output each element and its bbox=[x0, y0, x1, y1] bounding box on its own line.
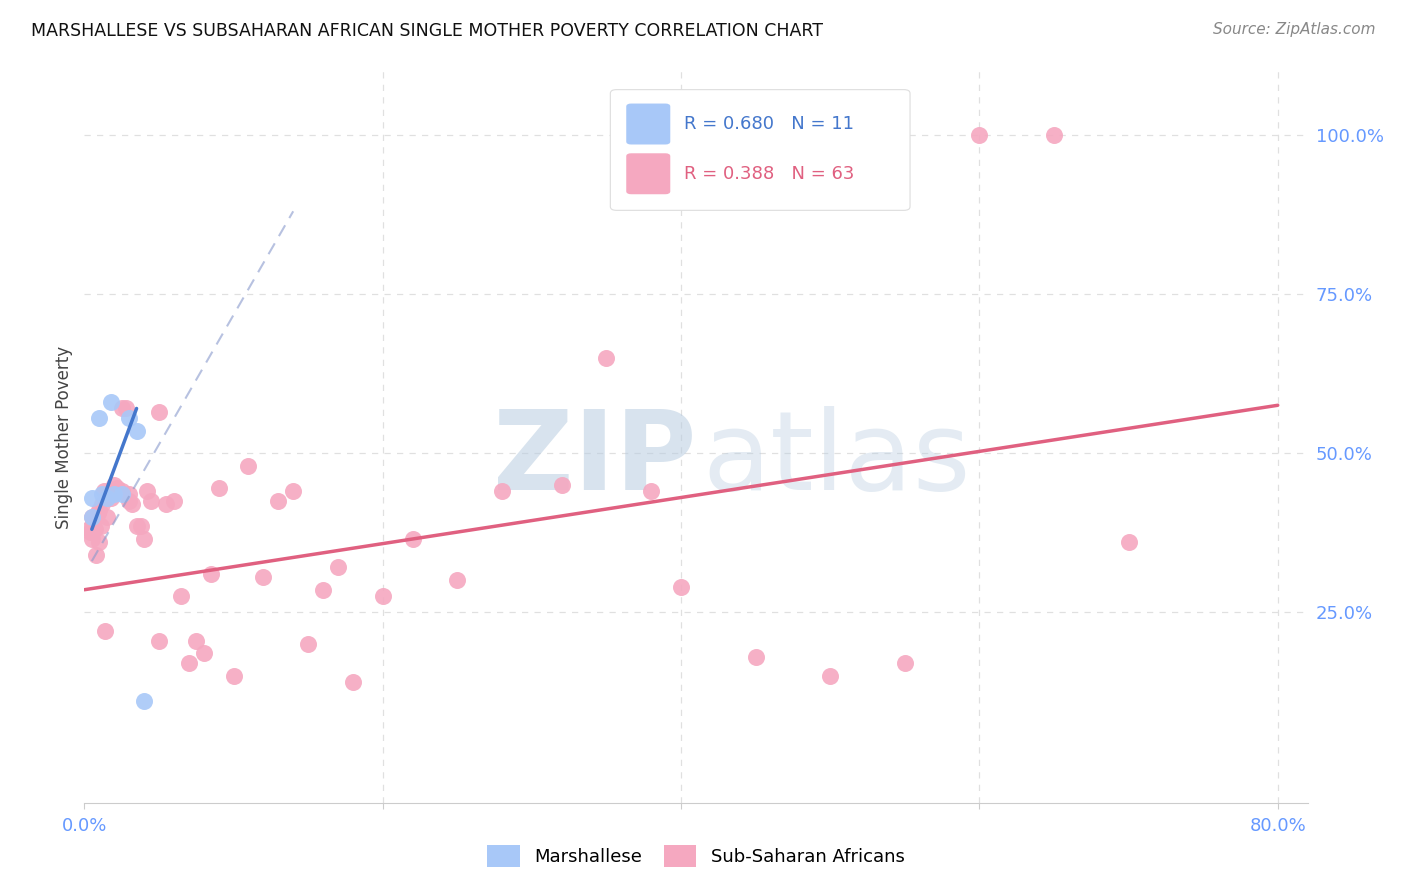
Text: MARSHALLESE VS SUBSAHARAN AFRICAN SINGLE MOTHER POVERTY CORRELATION CHART: MARSHALLESE VS SUBSAHARAN AFRICAN SINGLE… bbox=[31, 22, 823, 40]
Point bbox=[103, 487, 125, 501]
Point bbox=[100, 395, 122, 409]
Point bbox=[312, 582, 335, 597]
Point bbox=[84, 548, 107, 562]
Point bbox=[118, 487, 141, 501]
Point bbox=[200, 566, 222, 581]
Point bbox=[125, 424, 148, 438]
Point bbox=[96, 491, 118, 505]
Point bbox=[193, 646, 215, 660]
Point bbox=[90, 519, 112, 533]
Text: Source: ZipAtlas.com: Source: ZipAtlas.com bbox=[1212, 22, 1375, 37]
Point bbox=[79, 525, 101, 540]
Point bbox=[136, 484, 159, 499]
Point bbox=[91, 497, 114, 511]
Point bbox=[118, 493, 141, 508]
Point bbox=[125, 519, 148, 533]
FancyBboxPatch shape bbox=[626, 153, 671, 194]
Text: R = 0.388   N = 63: R = 0.388 N = 63 bbox=[683, 165, 853, 183]
Text: ZIP: ZIP bbox=[492, 406, 696, 513]
Point bbox=[894, 656, 917, 670]
Point bbox=[115, 401, 138, 416]
Point bbox=[969, 128, 991, 142]
Point bbox=[111, 401, 134, 416]
Point bbox=[141, 493, 163, 508]
Point bbox=[129, 519, 152, 533]
Point bbox=[177, 656, 200, 670]
Point bbox=[94, 624, 117, 638]
Point bbox=[238, 458, 260, 473]
Point bbox=[97, 487, 120, 501]
Point bbox=[80, 532, 103, 546]
Point bbox=[111, 484, 134, 499]
Y-axis label: Single Mother Poverty: Single Mother Poverty bbox=[55, 345, 73, 529]
Point bbox=[283, 484, 305, 499]
Point bbox=[267, 493, 290, 508]
Text: R = 0.680   N = 11: R = 0.680 N = 11 bbox=[683, 115, 853, 133]
Point bbox=[1043, 128, 1066, 142]
Point bbox=[326, 560, 349, 574]
FancyBboxPatch shape bbox=[610, 90, 910, 211]
Point bbox=[100, 491, 122, 505]
Point bbox=[105, 481, 128, 495]
Point bbox=[83, 522, 105, 536]
Point bbox=[186, 633, 208, 648]
Point bbox=[163, 493, 186, 508]
Point bbox=[89, 535, 111, 549]
Point bbox=[148, 404, 170, 418]
Point bbox=[93, 484, 115, 499]
Point bbox=[118, 411, 141, 425]
Point bbox=[111, 487, 134, 501]
Point bbox=[103, 477, 125, 491]
Point bbox=[222, 668, 245, 682]
Legend: Marshallese, Sub-Saharan Africans: Marshallese, Sub-Saharan Africans bbox=[488, 845, 904, 867]
Point bbox=[595, 351, 617, 365]
Point bbox=[77, 522, 100, 536]
Point bbox=[297, 637, 319, 651]
Point bbox=[401, 532, 423, 546]
Point bbox=[155, 497, 177, 511]
Point bbox=[818, 668, 841, 682]
Point bbox=[82, 516, 104, 530]
Point bbox=[91, 487, 114, 501]
Point bbox=[640, 484, 662, 499]
Point bbox=[371, 589, 394, 603]
Point bbox=[342, 675, 364, 690]
Point bbox=[87, 507, 110, 521]
Point bbox=[96, 509, 118, 524]
Point bbox=[744, 649, 766, 664]
Point bbox=[80, 491, 103, 505]
FancyBboxPatch shape bbox=[626, 103, 671, 145]
Point bbox=[551, 477, 574, 491]
Point bbox=[669, 580, 692, 594]
Point bbox=[148, 633, 170, 648]
Point bbox=[491, 484, 513, 499]
Point bbox=[132, 532, 155, 546]
Point bbox=[446, 573, 468, 587]
Point bbox=[89, 411, 111, 425]
Text: atlas: atlas bbox=[702, 406, 970, 513]
Point bbox=[80, 509, 103, 524]
Point bbox=[252, 570, 274, 584]
Point bbox=[80, 509, 103, 524]
Point bbox=[1118, 535, 1140, 549]
Point bbox=[170, 589, 193, 603]
Point bbox=[132, 694, 155, 708]
Point bbox=[207, 481, 229, 495]
Point bbox=[121, 497, 143, 511]
Point bbox=[89, 503, 111, 517]
